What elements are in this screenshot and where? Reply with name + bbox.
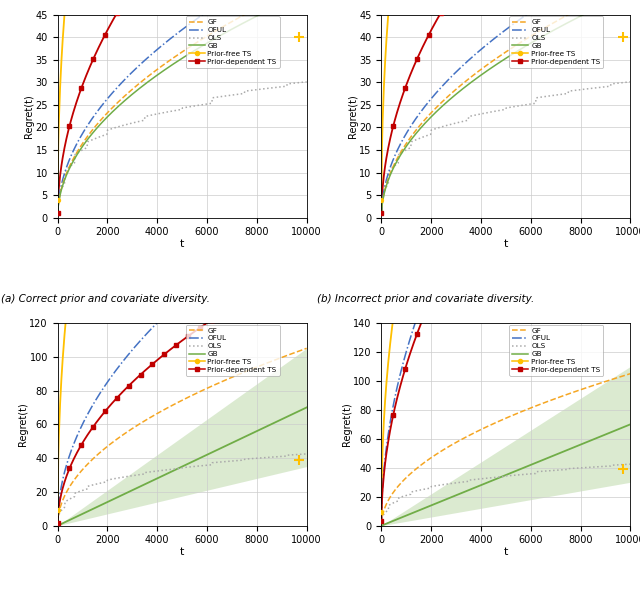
- Text: (b) Incorrect prior and covariate diversity.: (b) Incorrect prior and covariate divers…: [317, 294, 534, 304]
- Y-axis label: Regret(t): Regret(t): [348, 94, 358, 138]
- X-axis label: t: t: [504, 239, 508, 249]
- Legend: GF, OFUL, OLS, GB, Prior-free TS, Prior-dependent TS: GF, OFUL, OLS, GB, Prior-free TS, Prior-…: [186, 324, 280, 375]
- Legend: GF, OFUL, OLS, GB, Prior-free TS, Prior-dependent TS: GF, OFUL, OLS, GB, Prior-free TS, Prior-…: [509, 324, 604, 375]
- Y-axis label: Regret(t): Regret(t): [18, 403, 28, 446]
- X-axis label: t: t: [180, 547, 184, 557]
- X-axis label: t: t: [180, 239, 184, 249]
- Legend: GF, OFUL, OLS, GB, Prior-free TS, Prior-dependent TS: GF, OFUL, OLS, GB, Prior-free TS, Prior-…: [509, 17, 604, 68]
- Text: (a) Correct prior and covariate diversity.: (a) Correct prior and covariate diversit…: [1, 294, 210, 304]
- Legend: GF, OFUL, OLS, GB, Prior-free TS, Prior-dependent TS: GF, OFUL, OLS, GB, Prior-free TS, Prior-…: [186, 17, 280, 68]
- X-axis label: t: t: [504, 547, 508, 557]
- Y-axis label: Regret(t): Regret(t): [342, 403, 352, 446]
- Y-axis label: Regret(t): Regret(t): [24, 94, 34, 138]
